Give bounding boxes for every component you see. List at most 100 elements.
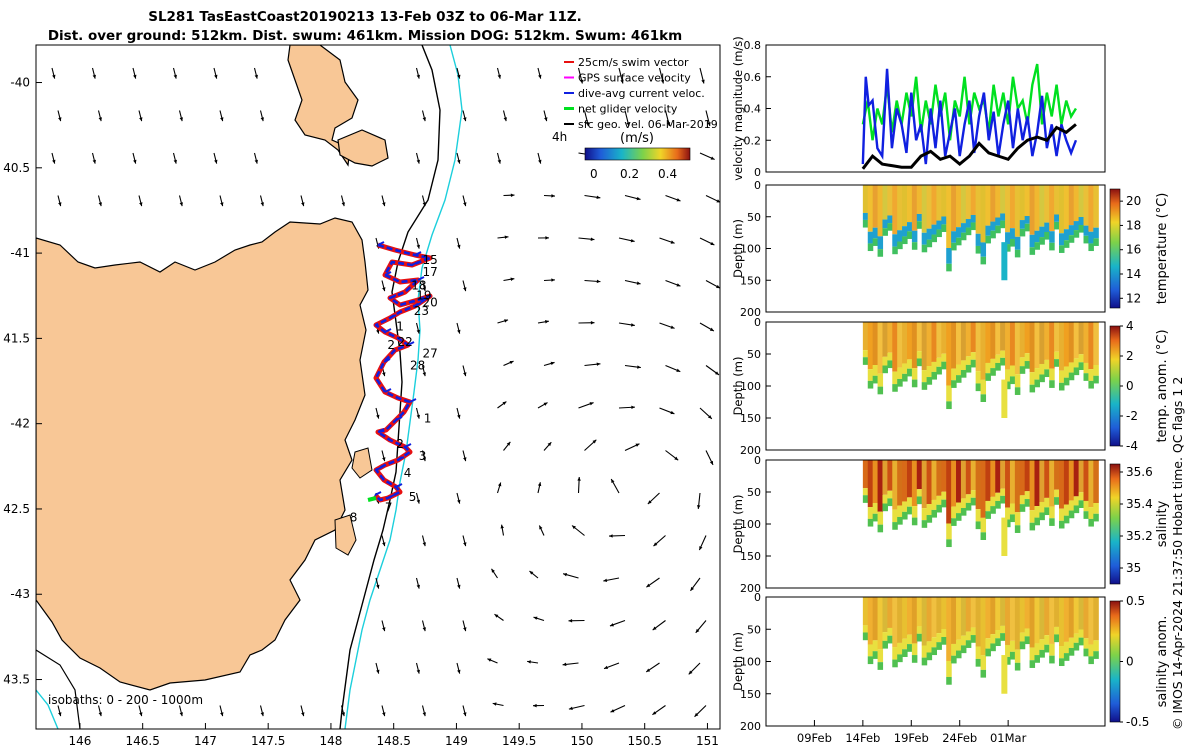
current-arrow (421, 280, 426, 292)
temperature-cell (877, 236, 884, 250)
temp_anom-cell (887, 322, 893, 353)
current-arrow (618, 237, 635, 243)
temp_anom-cell (1093, 322, 1099, 366)
temp_anom-cell (867, 369, 874, 381)
current-arrow (696, 492, 701, 509)
temp_anom-cell (902, 322, 908, 364)
salinity_anom-cell (1000, 625, 1006, 634)
temp_anom-cell (995, 322, 1001, 355)
temp_anom-cell (862, 350, 869, 358)
temp_anom-cell (1093, 365, 1099, 376)
salinity_anom-cell (941, 628, 947, 637)
day-label: 23 (414, 304, 429, 318)
temperature-cbar-tick-label: 12 (1126, 291, 1141, 305)
salinity_anom-cell (877, 597, 884, 650)
temperature-cell (931, 224, 938, 235)
dive-vector (384, 271, 392, 276)
temperature-ytick-label: 50 (747, 211, 761, 224)
map-ytick-label: 41.5 (3, 331, 30, 345)
temp_anom-cell (1029, 322, 1036, 373)
salinity-cell (1000, 488, 1006, 496)
salinity-cell (1054, 460, 1060, 490)
day-label: 28 (410, 359, 425, 373)
salinity_anom-cbar-tick-label: -0.5 (1126, 715, 1149, 729)
current-arrow (259, 110, 264, 122)
dive-vector (374, 491, 382, 496)
temp_anom-cell (1009, 322, 1016, 366)
salinity-cell (1044, 507, 1050, 516)
salinity_anom-ytick-label: 150 (740, 688, 761, 701)
salinity_anom-ytick-label: 0 (754, 591, 761, 604)
current-arrow (583, 110, 590, 127)
temp_anom-cell (1063, 377, 1070, 386)
salinity-cell (941, 499, 947, 508)
temperature-cell (960, 232, 967, 241)
salinity-cell (872, 460, 879, 504)
current-arrow (132, 67, 137, 79)
salinity-ylabel: Depth (m) (731, 495, 745, 554)
salinity-cell (1049, 460, 1055, 507)
temp_anom-cell (1073, 367, 1080, 376)
map-ytick-label: 40.5 (3, 161, 30, 175)
current-arrow (533, 616, 545, 622)
temperature-cell (882, 185, 888, 220)
temp_anom-cell (946, 322, 952, 386)
salinity-cell (906, 460, 913, 498)
salinity_anom-cell (867, 656, 874, 665)
day-label: 18 (411, 279, 426, 293)
current-arrow (584, 194, 601, 200)
temp_anom-cell (882, 365, 888, 374)
salinity-cell (916, 460, 923, 490)
temp_anom-cell (902, 363, 908, 374)
salinity_anom-cell (1000, 597, 1006, 626)
temp_anom-cell (970, 359, 977, 368)
temperature-cell (1058, 245, 1065, 253)
temperature-cell (995, 217, 1001, 226)
temperature-panel: 0 50 100 150 200 Depth (m) 12 14 16 18 20 temperatu… (731, 179, 1170, 319)
salinity_anom-deep-profile (1001, 655, 1008, 694)
salinity-cell (960, 508, 967, 516)
temperature-cell (1014, 236, 1021, 250)
current-arrow (300, 705, 305, 717)
salinity_anom-cell (1063, 653, 1070, 661)
temp_anom-cell (960, 360, 967, 370)
current-arrow (537, 67, 542, 79)
dive-current-track (374, 243, 432, 502)
temperature-cell (990, 230, 996, 239)
salinity-cell (970, 497, 977, 506)
salinity_anom-cell (906, 644, 913, 652)
temp_anom-cell (906, 359, 913, 369)
temperature-cell (1000, 213, 1006, 221)
temp_anom-cell (936, 322, 942, 358)
temperature-cell (906, 185, 913, 223)
salinity_anom-cell (1014, 649, 1021, 663)
current-arrow (491, 568, 498, 579)
temp_anom-cell (1039, 374, 1045, 383)
dive-vector (397, 456, 405, 461)
temp_anom-cell (887, 360, 893, 369)
map-xtick-label: 151 (696, 734, 719, 748)
temp_anom-cell (1073, 358, 1080, 368)
map-xtick-label: 149 (445, 734, 468, 748)
salinity-cell (1024, 460, 1031, 492)
temperature-ytick-label: 150 (740, 274, 761, 287)
current-arrow (253, 152, 258, 164)
salinity-cell (1049, 518, 1055, 526)
salinity-cell (902, 460, 908, 502)
current-arrow (497, 401, 507, 409)
salinity-cell (995, 492, 1001, 501)
temp_anom-cell (1058, 322, 1065, 371)
temp_anom-cell (1068, 372, 1075, 381)
temperature-cell (975, 233, 982, 246)
current-arrow (705, 365, 720, 376)
salinity-cell (887, 460, 893, 491)
temp_anom-cell (980, 322, 987, 380)
salinity_anom-cell (911, 597, 918, 644)
temp_anom-cell (1044, 322, 1050, 360)
current-arrow (503, 441, 511, 451)
temperature-cell (1068, 225, 1075, 236)
salinity-cell (921, 520, 928, 528)
temperature-cell (1009, 228, 1016, 239)
colorbar-tick-1: 0.2 (620, 167, 639, 181)
current-arrow (618, 322, 635, 327)
